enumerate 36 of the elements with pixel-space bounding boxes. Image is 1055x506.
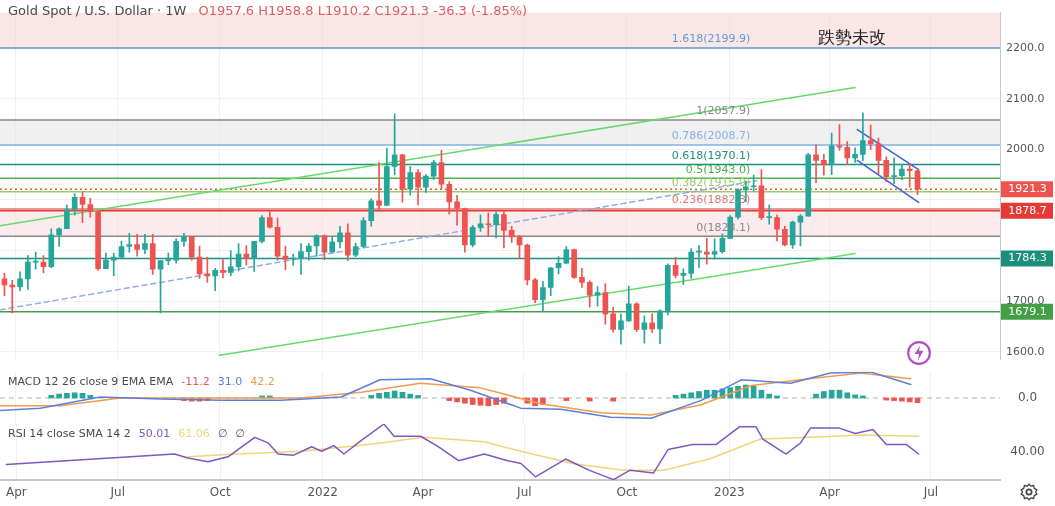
chart-title: Gold Spot / U.S. Dollar · 1W (8, 3, 187, 18)
ref-line-label: 1784.3 (1008, 251, 1047, 265)
annotation: 42.2 (250, 375, 275, 388)
y-tick-label: 1600.0 (1006, 344, 1045, 358)
x-tick-label: Apr (819, 484, 841, 499)
y-tick-label: 2200.0 (1006, 40, 1045, 54)
annotation: 0.786(2008.7) (671, 129, 751, 143)
x-tick-label: Oct (209, 484, 231, 499)
x-tick-label: Jul (516, 484, 532, 499)
annotation: 跌勢未改 (818, 26, 886, 49)
ref-line-label: 1921.3 (1008, 182, 1047, 195)
annotation: 50.01 (138, 427, 171, 440)
chart-title: RSI 14 close SMA 14 2 (8, 427, 131, 440)
annotation: ∅ (235, 427, 245, 440)
x-tick-label: 2023 (714, 484, 745, 499)
y-axis-title: 40.00 (1010, 443, 1045, 458)
annotation: 61.06 (178, 427, 210, 440)
annotation: ∅ (217, 427, 228, 440)
chart-subtitle: O1957.6 H1958.8 L1910.2 C1921.3 -36.3 (-1.85%) (198, 3, 528, 18)
x-tick-label: Apr (412, 484, 434, 499)
x-tick-label: Apr (6, 484, 27, 499)
annotation: 31.0 (217, 375, 243, 388)
annotation: 0.382(1915.9) (671, 176, 751, 190)
x-tick-label: Jul (109, 484, 125, 499)
ref-line-label: 1878.7 (1008, 203, 1047, 217)
y-tick-label: 2000.0 (1006, 142, 1045, 156)
annotation: -11.2 (181, 375, 210, 388)
y-tick-label: 2100.0 (1006, 91, 1045, 105)
annotation: 0.618(1970.1) (671, 148, 751, 162)
y-axis-title: 0.0 (1017, 390, 1038, 405)
annotation: 1.618(2199.9) (671, 32, 751, 46)
x-tick-label: Jul (922, 484, 939, 499)
x-tick-label: 2022 (307, 484, 338, 499)
chart-title: MACD 12 26 close 9 EMA EMA (8, 375, 174, 388)
x-tick-label: Oct (616, 484, 638, 499)
annotation: 0.5(1943.0) (685, 162, 751, 176)
